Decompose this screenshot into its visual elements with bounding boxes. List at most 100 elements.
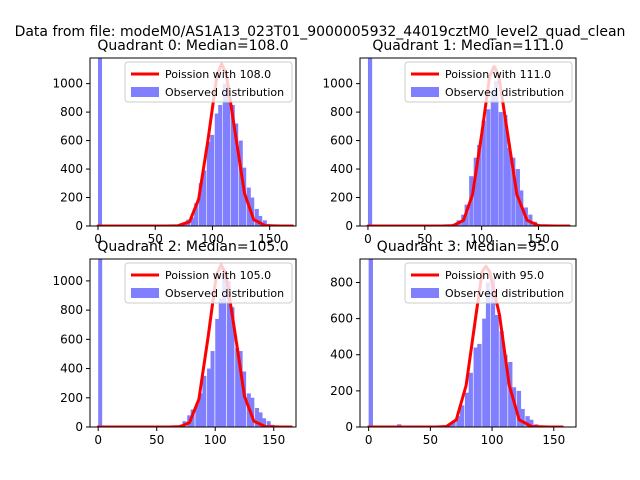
legend-observed-swatch <box>411 87 439 97</box>
panel-title: Quadrant 2: Median=105.0 <box>97 239 288 255</box>
histogram-bar <box>516 390 522 427</box>
y-tick-label: 400 <box>330 162 353 176</box>
histogram-bar <box>194 203 199 226</box>
histogram-bar <box>464 392 470 427</box>
y-tick-label: 600 <box>330 312 353 326</box>
histogram-bar <box>490 278 496 427</box>
legend-observed-swatch <box>131 87 159 97</box>
x-tick-label: 0 <box>94 232 102 246</box>
histogram-bar <box>215 318 220 427</box>
axes-frame <box>89 57 297 227</box>
panel-title: Quadrant 1: Median=111.0 <box>372 38 563 54</box>
legend: Poission with 111.0 Observed distribution <box>404 61 573 103</box>
legend-poisson-label: Poission with 95.0 <box>445 269 544 282</box>
histogram-bar <box>503 114 508 226</box>
histogram-bar <box>195 403 200 427</box>
legend-observed-swatch <box>131 288 159 298</box>
legend: Poission with 105.0 Observed distribution <box>124 262 293 304</box>
y-tick-label: 400 <box>60 362 83 376</box>
legend-observed-label: Observed distribution <box>445 86 564 99</box>
x-tick-label: 50 <box>149 433 164 447</box>
x-tick-label: 50 <box>148 232 163 246</box>
histogram-bar <box>367 58 373 226</box>
x-tick-label: 100 <box>481 433 504 447</box>
panel-title: Quadrant 3: Median=95.0 <box>377 239 559 255</box>
histogram-bar <box>235 348 240 427</box>
axes-frame <box>359 258 577 428</box>
y-tick-label: 0 <box>75 420 83 434</box>
histogram-bar <box>508 361 513 427</box>
y-tick-label: 400 <box>330 348 353 362</box>
x-tick-label: 150 <box>262 433 285 447</box>
histogram-bar <box>230 307 235 427</box>
legend-box <box>404 262 573 304</box>
x-tick-label: 100 <box>201 232 224 246</box>
histogram-bar <box>468 372 473 427</box>
legend: Poission with 95.0 Observed distribution <box>404 262 573 304</box>
histogram-bar <box>210 134 215 226</box>
legend-poisson-label: Poission with 108.0 <box>165 68 271 81</box>
histogram-bar <box>473 157 478 226</box>
histogram-bar <box>368 259 373 427</box>
histogram-bar <box>262 418 267 427</box>
y-tick-label: 0 <box>345 420 353 434</box>
histogram-bar <box>210 351 215 427</box>
legend-box <box>124 61 293 103</box>
y-tick-label: 0 <box>75 219 83 233</box>
histogram-bar <box>511 157 516 226</box>
histogram-bar <box>226 86 231 226</box>
axes-frame <box>359 57 577 227</box>
y-tick-label: 800 <box>60 105 83 119</box>
histogram-bar <box>477 144 482 226</box>
histogram-bar <box>498 112 503 226</box>
x-tick-label: 0 <box>365 433 373 447</box>
x-tick-label: 150 <box>542 433 565 447</box>
y-tick-label: 1000 <box>52 274 83 288</box>
x-tick-label: 150 <box>258 232 281 246</box>
histogram-bar <box>529 419 534 427</box>
histogram-bar <box>262 220 267 226</box>
quadrant-3-panel: 0 50 100 150 0 200 400 600 800 Quadrant 3: Median… <box>330 239 577 447</box>
y-tick-label: 600 <box>330 134 353 148</box>
histogram-bar <box>459 405 465 427</box>
legend-observed-label: Observed distribution <box>445 287 564 300</box>
histogram-bar <box>238 351 243 427</box>
panel-title: Quadrant 0: Median=108.0 <box>97 38 288 54</box>
histogram-bar <box>506 147 511 226</box>
y-tick-label: 800 <box>330 275 353 289</box>
histogram-bar <box>98 58 103 226</box>
histogram-bar <box>525 416 530 427</box>
histogram-bar <box>222 83 227 226</box>
histogram-bar <box>218 104 223 226</box>
y-tick-label: 600 <box>60 332 83 346</box>
histogram-bar <box>473 347 478 427</box>
histogram-bar <box>485 282 491 427</box>
x-tick-label: 50 <box>417 232 432 246</box>
quadrant-2-panel: 0 50 100 150 0 200 400 600 800 1000 Quadrant 2: Me… <box>52 239 297 447</box>
legend-box <box>124 262 293 304</box>
legend-poisson-label: Poission with 111.0 <box>445 68 551 81</box>
plot-area <box>96 58 295 226</box>
histogram-bar <box>202 170 207 226</box>
histogram-bar <box>250 397 255 427</box>
plot-area <box>96 259 293 427</box>
x-tick-label: 100 <box>204 433 227 447</box>
x-tick-label: 150 <box>527 232 550 246</box>
histogram-bar <box>490 90 495 226</box>
histogram-bar <box>494 80 499 226</box>
histogram-bar <box>190 217 195 226</box>
histogram-bar <box>198 183 203 226</box>
histogram-bar <box>222 273 227 427</box>
x-tick-label: 100 <box>470 232 493 246</box>
figure-title: Data from file: modeM0/AS1A13_023T01_900… <box>14 24 626 40</box>
y-tick-label: 200 <box>330 191 353 205</box>
histogram-bar <box>494 315 499 427</box>
histogram-bar <box>207 368 212 427</box>
legend-observed-label: Observed distribution <box>165 287 284 300</box>
histogram-bar <box>218 298 223 427</box>
histogram-bar <box>520 408 525 427</box>
histogram-bar <box>198 393 203 427</box>
y-tick-label: 800 <box>330 105 353 119</box>
y-tick-label: 200 <box>60 191 83 205</box>
